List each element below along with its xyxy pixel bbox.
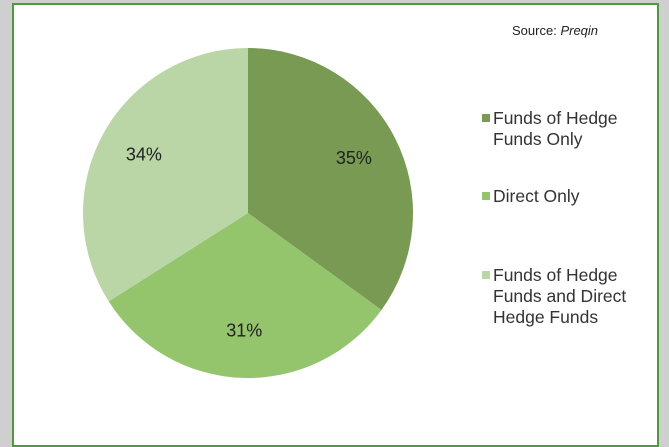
source-note: Source: Preqin [512,23,598,38]
legend-label: Direct Only [493,186,580,206]
legend-label: Funds of Hedge Funds and Direct Hedge Fu… [493,265,627,327]
legend-swatch [482,271,490,279]
pie-slice [248,48,413,310]
legend-swatch [482,114,490,122]
legend-item: Funds of Hedge Funds and Direct Hedge Fu… [482,265,667,328]
data-label: 35% [336,148,372,168]
legend-label: Funds of Hedge Funds Only [493,108,618,149]
source-label: Source: [512,23,557,38]
legend-item: Direct Only [482,186,667,207]
legend-swatch [482,192,490,200]
pie-slice [108,213,382,379]
source: Preqin [560,23,599,38]
page: 35% 31% 34% Source: Preqin Funds of Hedge … [12,3,667,447]
legend-item: Funds of Hedge Funds Only [482,108,667,150]
data-label: 34% [126,145,162,165]
pie-slice [83,47,248,302]
data-label: 31% [226,320,262,340]
chart: 35% 31% 34% [83,47,413,379]
